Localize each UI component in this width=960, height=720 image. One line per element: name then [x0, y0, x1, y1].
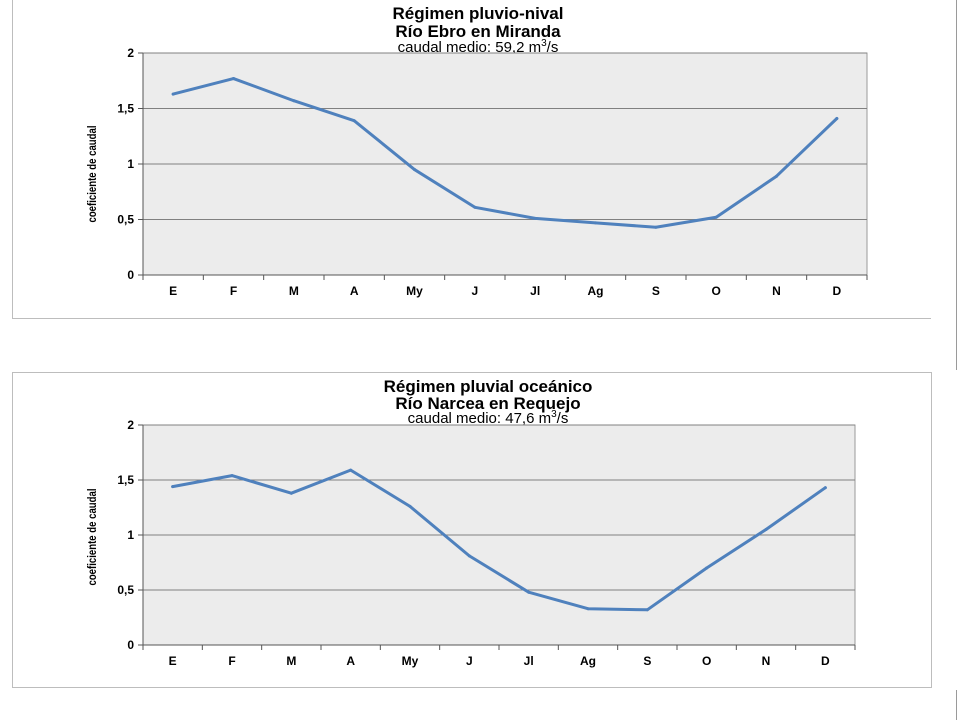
x-tick-label: M [289, 284, 299, 298]
x-tick-label: Ag [580, 654, 596, 668]
data-point [705, 566, 709, 570]
x-tick-label: E [169, 284, 177, 298]
y-axis-label: coeficiente de caudal [86, 488, 99, 585]
data-point [289, 491, 293, 495]
x-tick-label: S [652, 284, 660, 298]
data-point [594, 221, 597, 225]
line-chart-ebro: Régimen pluvio-nival Río Ebro en Miranda… [86, 4, 868, 298]
data-point [171, 485, 175, 489]
data-point [527, 590, 531, 594]
x-tick-label: A [346, 654, 355, 668]
x-tick-label: F [230, 284, 237, 298]
data-point [533, 216, 537, 220]
y-tick-label: 1 [127, 528, 134, 542]
data-point [764, 528, 768, 531]
x-tick-label: N [762, 654, 771, 668]
chart-title: Régimen pluvio-nival [393, 4, 564, 23]
page-edge-rule [956, 690, 957, 720]
y-tick-label: 0,5 [117, 583, 134, 597]
data-point [349, 468, 353, 472]
data-point [586, 607, 590, 611]
x-tick-label: D [821, 654, 830, 668]
x-tick-label: O [702, 654, 711, 668]
chart-panel-narcea: Régimen pluvial oceánico Río Narcea en R… [12, 372, 932, 688]
y-axis-label: coeficiente de caudal [86, 125, 99, 222]
x-tick-label: Ag [588, 284, 604, 298]
chart-caption: caudal medio: 47,6 m3/s [408, 409, 569, 427]
series-line [171, 468, 827, 612]
data-point [823, 486, 827, 490]
x-tick-label: S [643, 654, 651, 668]
data-point [232, 77, 235, 81]
y-tick-label: 1,5 [117, 102, 134, 116]
data-point [714, 215, 718, 219]
y-tick-label: 0 [127, 638, 134, 652]
chart-title: Régimen pluvial oceánico [384, 377, 593, 396]
x-tick-label: My [406, 284, 423, 298]
x-tick-label: F [228, 654, 235, 668]
page-edge-rule [956, 0, 957, 370]
data-point [467, 554, 471, 558]
chart-caption: caudal medio: 59,2 m3/s [398, 38, 559, 56]
y-tick-label: 1 [127, 157, 134, 171]
chart-subtitle: Río Ebro en Miranda [395, 22, 561, 41]
y-tick-label: 0,5 [117, 213, 134, 227]
x-tick-label: M [286, 654, 296, 668]
x-tick-label: My [402, 654, 419, 668]
data-point [408, 504, 412, 508]
data-point [473, 205, 477, 209]
y-tick-label: 0 [127, 268, 134, 282]
data-point [645, 608, 649, 612]
data-point [654, 225, 658, 229]
data-point [171, 92, 175, 96]
x-tick-label: J [466, 654, 473, 668]
data-point [775, 174, 778, 178]
x-tick-label: Jl [530, 284, 540, 298]
x-tick-label: J [471, 284, 478, 298]
x-tick-label: E [169, 654, 177, 668]
x-tick-label: D [832, 284, 841, 298]
data-point [413, 168, 416, 172]
data-point [352, 119, 356, 123]
data-point [230, 474, 234, 478]
y-tick-label: 1,5 [117, 473, 134, 487]
line-chart-narcea: Régimen pluvial oceánico Río Narcea en R… [86, 377, 856, 668]
y-tick-label: 2 [127, 46, 134, 60]
chart-subtitle: Río Narcea en Requejo [395, 394, 580, 413]
series-line [171, 77, 839, 229]
y-tick-label: 2 [127, 418, 134, 432]
data-point [292, 99, 296, 103]
data-point [835, 116, 839, 120]
x-tick-label: Jl [524, 654, 534, 668]
chart-panel-ebro: Régimen pluvio-nival Río Ebro en Miranda… [12, 0, 931, 319]
x-tick-label: O [711, 284, 720, 298]
x-tick-label: N [772, 284, 781, 298]
x-tick-label: A [350, 284, 359, 298]
